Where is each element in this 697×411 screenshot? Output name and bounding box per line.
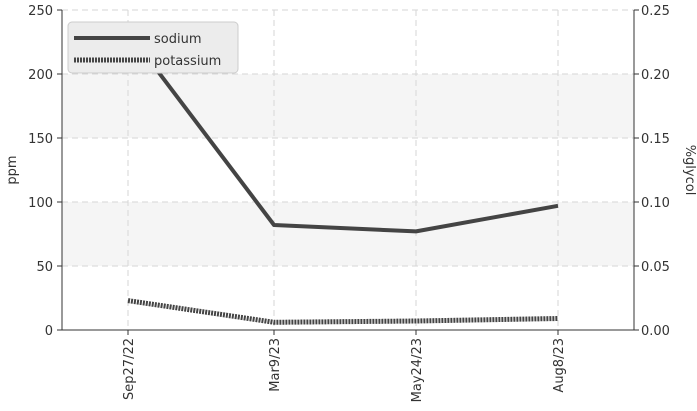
- x-tick-label: Mar9/23: [268, 338, 283, 392]
- y-tick-label-left: 50: [36, 260, 53, 275]
- y-tick-label-left: 0: [45, 324, 53, 339]
- axes: [61, 10, 635, 331]
- series-line-potassium: [127, 298, 559, 325]
- series-lines: [126, 30, 559, 325]
- legend-label-sodium: sodium: [154, 32, 202, 47]
- y-axis-title-left: ppm: [5, 155, 20, 184]
- series-line-sodium: [126, 30, 559, 234]
- grid-band: [62, 138, 634, 202]
- y-tick-label-right: 0.05: [641, 260, 670, 275]
- y-tick-label-left: 250: [28, 4, 53, 19]
- y-tick-label-right: 0.15: [641, 132, 670, 147]
- grid-band: [62, 74, 634, 138]
- y-tick-label-right: 0.20: [641, 68, 670, 83]
- x-tick-label: May24/23: [410, 338, 425, 402]
- y-axis-title-right: %glycol: [682, 145, 697, 196]
- y-tick-label-right: 0.25: [641, 4, 670, 19]
- grid-band: [62, 202, 634, 266]
- y-tick-label-left: 100: [28, 196, 53, 211]
- y-tick-label-left: 150: [28, 132, 53, 147]
- legend: sodium potassium: [67, 21, 239, 74]
- y-tick-label-right: 0.10: [641, 196, 670, 211]
- tick-labels: 0 0.00 50 0.05 100 0.10 150 0.15 200 0.20 250 0.25 S…: [28, 4, 670, 402]
- legend-label-potassium: potassium: [154, 54, 221, 69]
- x-tick-label: Sep27/22: [122, 338, 137, 400]
- x-tick-label: Aug8/23: [552, 338, 567, 393]
- y-tick-label-left: 200: [28, 68, 53, 83]
- y-tick-label-right: 0.00: [641, 324, 670, 339]
